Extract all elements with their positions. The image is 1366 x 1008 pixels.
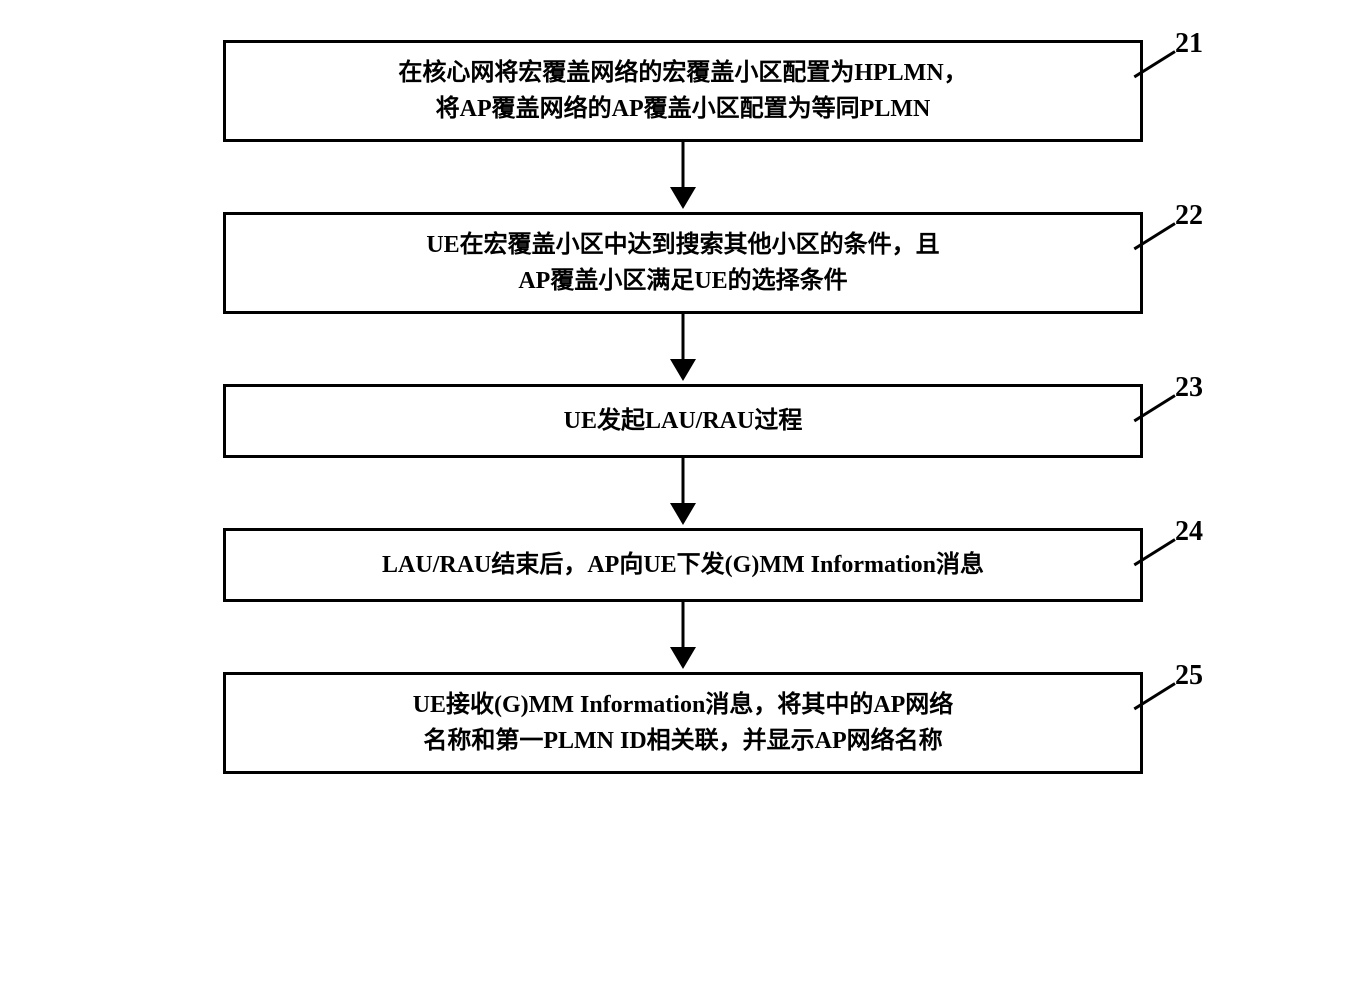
step-22-label: 22 (1175, 200, 1203, 232)
step-25-text-line2: 名称和第一PLMN ID相关联，并显示AP网络名称 (246, 723, 1120, 759)
step-22-wrapper: UE在宏覆盖小区中达到搜索其他小区的条件，且 AP覆盖小区满足UE的选择条件 2… (173, 212, 1193, 314)
step-24-wrapper: LAU/RAU结束后，AP向UE下发(G)MM Information消息 24 (173, 528, 1193, 602)
step-21-text-line2: 将AP覆盖网络的AP覆盖小区配置为等同PLMN (246, 91, 1120, 127)
arrow-head-icon (670, 647, 696, 669)
arrow-head-icon (670, 503, 696, 525)
flowchart-container: 在核心网将宏覆盖网络的宏覆盖小区配置为HPLMN， 将AP覆盖网络的AP覆盖小区… (173, 40, 1193, 774)
arrow-line-icon (682, 142, 685, 192)
step-22-text-line1: UE在宏覆盖小区中达到搜索其他小区的条件，且 (246, 227, 1120, 263)
step-23-label: 23 (1175, 372, 1203, 404)
arrow-line-icon (682, 314, 685, 364)
step-23-box: UE发起LAU/RAU过程 (223, 384, 1143, 458)
step-25-text-line1: UE接收(G)MM Information消息，将其中的AP网络 (246, 687, 1120, 723)
arrow-22-23 (223, 314, 1143, 384)
arrow-21-22 (223, 142, 1143, 212)
step-25-label: 25 (1175, 660, 1203, 692)
step-21-wrapper: 在核心网将宏覆盖网络的宏覆盖小区配置为HPLMN， 将AP覆盖网络的AP覆盖小区… (173, 40, 1193, 142)
step-21-text-line1: 在核心网将宏覆盖网络的宏覆盖小区配置为HPLMN， (246, 55, 1120, 91)
step-24-label: 24 (1175, 516, 1203, 548)
arrow-head-icon (670, 359, 696, 381)
arrow-24-25 (223, 602, 1143, 672)
arrow-head-icon (670, 187, 696, 209)
step-21-box: 在核心网将宏覆盖网络的宏覆盖小区配置为HPLMN， 将AP覆盖网络的AP覆盖小区… (223, 40, 1143, 142)
step-22-text-line2: AP覆盖小区满足UE的选择条件 (246, 263, 1120, 299)
step-22-box: UE在宏覆盖小区中达到搜索其他小区的条件，且 AP覆盖小区满足UE的选择条件 (223, 212, 1143, 314)
step-25-box: UE接收(G)MM Information消息，将其中的AP网络 名称和第一PL… (223, 672, 1143, 774)
step-21-label: 21 (1175, 28, 1203, 60)
step-23-text-line1: UE发起LAU/RAU过程 (246, 403, 1120, 439)
arrow-line-icon (682, 458, 685, 508)
step-24-text-line1: LAU/RAU结束后，AP向UE下发(G)MM Information消息 (246, 547, 1120, 583)
step-25-wrapper: UE接收(G)MM Information消息，将其中的AP网络 名称和第一PL… (173, 672, 1193, 774)
step-24-box: LAU/RAU结束后，AP向UE下发(G)MM Information消息 (223, 528, 1143, 602)
arrow-line-icon (682, 602, 685, 652)
step-23-wrapper: UE发起LAU/RAU过程 23 (173, 384, 1193, 458)
arrow-23-24 (223, 458, 1143, 528)
